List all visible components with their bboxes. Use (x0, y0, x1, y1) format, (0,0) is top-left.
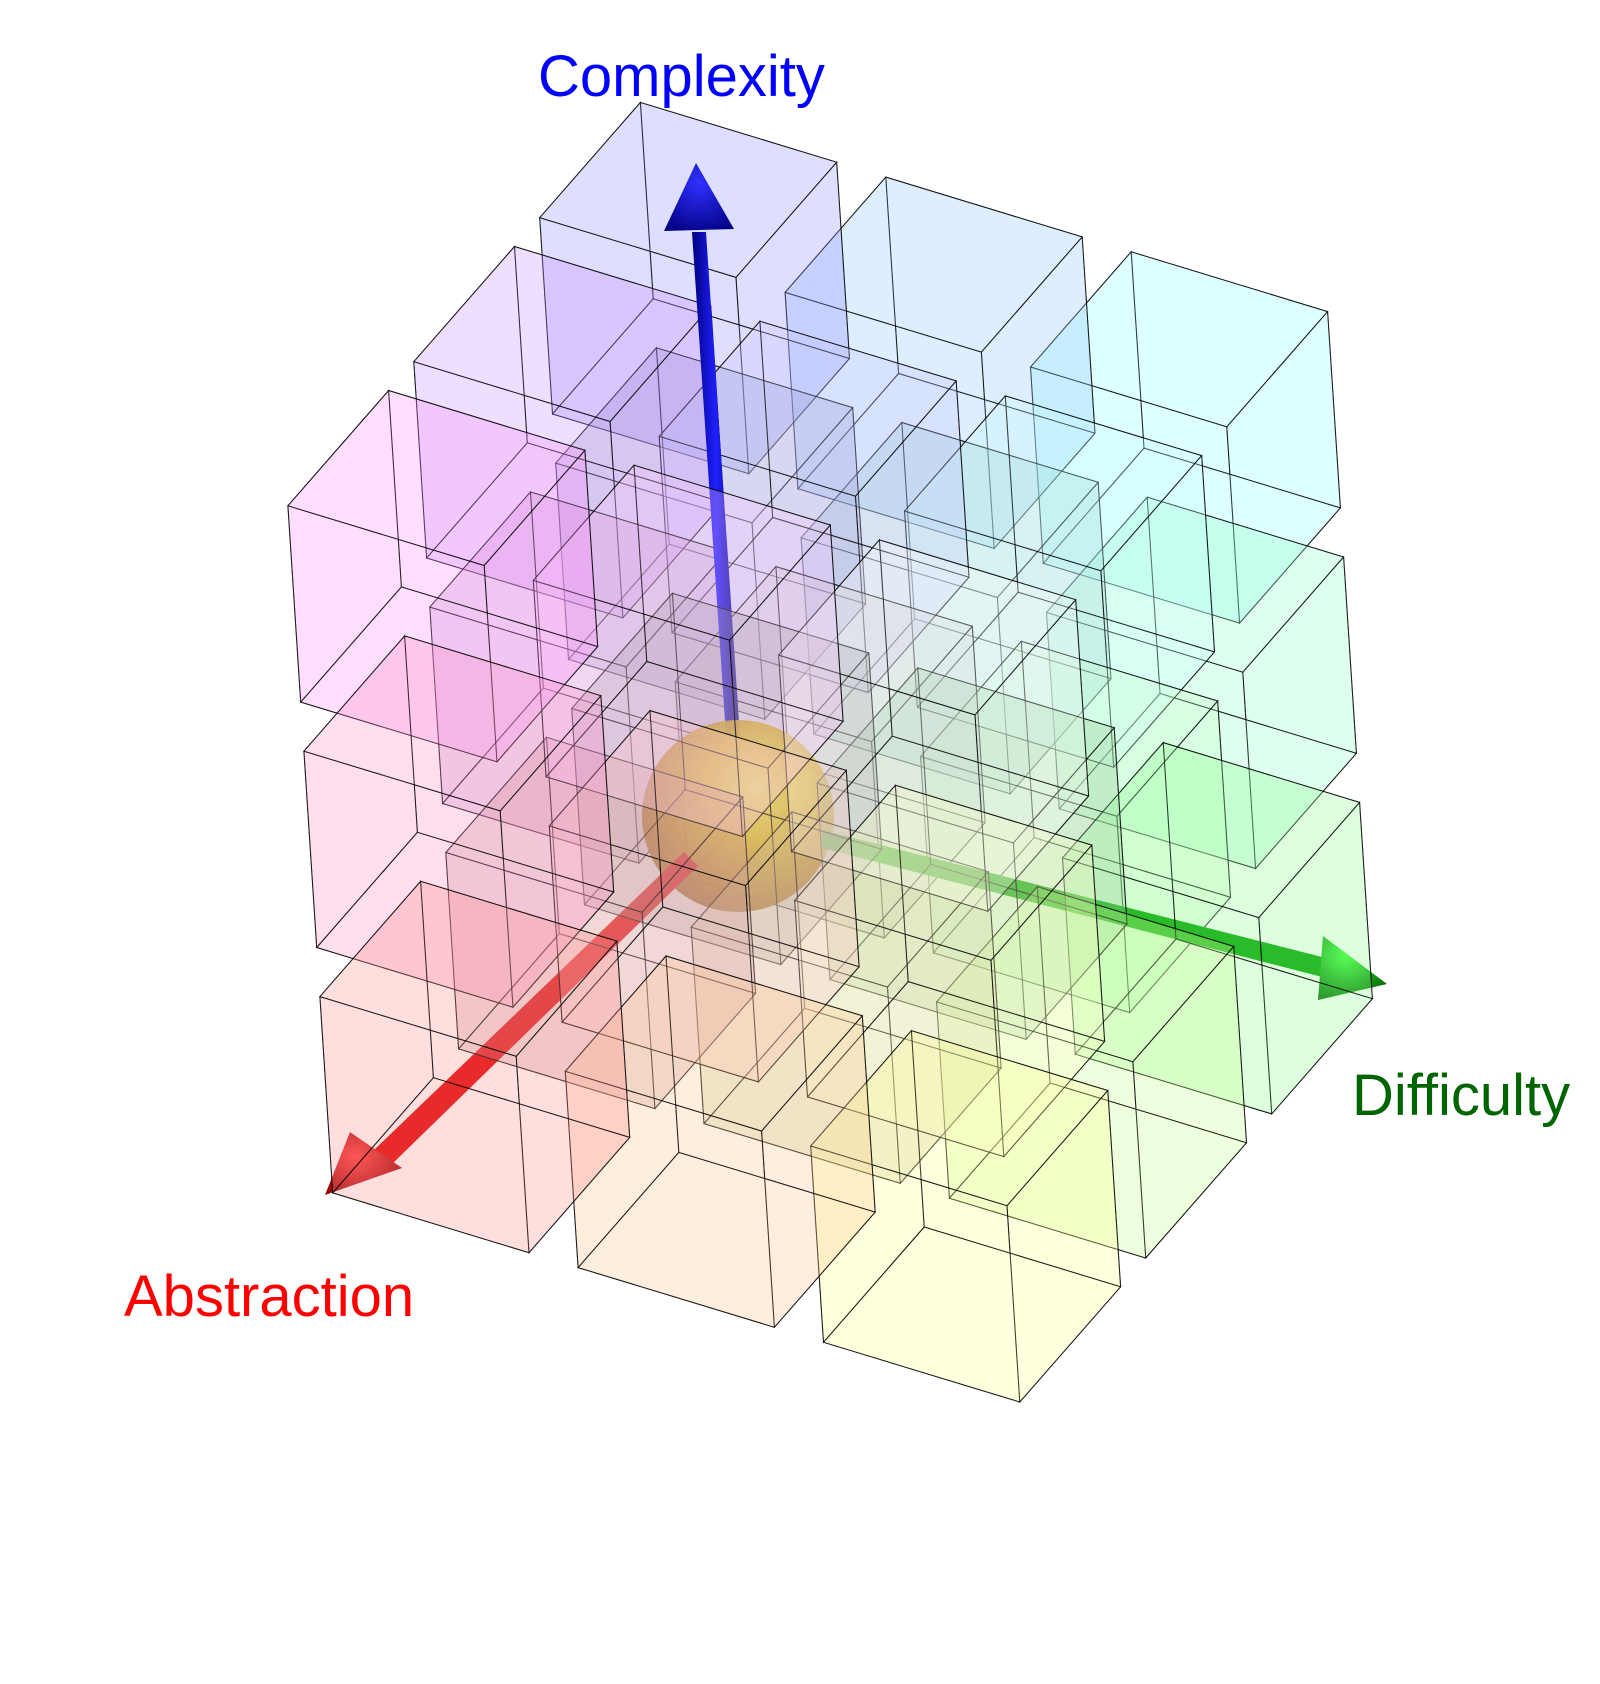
difficulty-axis-arrowhead (1318, 936, 1387, 1000)
cube (1045, 495, 1358, 870)
cube (800, 421, 1112, 796)
cube-face (658, 320, 958, 497)
cube (319, 880, 631, 1254)
cube-face (428, 491, 728, 668)
cube-face (790, 735, 1090, 912)
cube-face (813, 618, 1112, 795)
cube-face (777, 539, 1077, 716)
cube-face (674, 566, 974, 743)
cube (1029, 250, 1342, 625)
cube (903, 394, 1216, 769)
cube (809, 1029, 1122, 1404)
axes-group (325, 163, 1387, 1195)
cube-face (809, 1030, 1109, 1207)
cube (777, 538, 1090, 913)
cube-face (1074, 938, 1374, 1115)
cube-face (1042, 447, 1342, 624)
cube-face (797, 372, 1096, 549)
cube-face (935, 886, 1235, 1063)
cube (444, 736, 757, 1110)
cube (303, 634, 615, 1009)
cube-face (532, 464, 832, 641)
cube (532, 463, 844, 838)
cube-face (816, 667, 1116, 844)
cube (1061, 741, 1374, 1116)
cube-face (1029, 251, 1329, 428)
cube-face (793, 784, 1093, 961)
cube (428, 490, 741, 865)
complexity-axis-arrowhead (664, 163, 734, 231)
difficulty-axis-shaft (822, 830, 1326, 978)
cube (412, 245, 725, 620)
cube (690, 810, 1002, 1185)
cube-face (425, 442, 725, 619)
cube (287, 389, 599, 764)
cube-face (564, 955, 864, 1132)
cube-face (545, 660, 844, 838)
cube-face (457, 933, 757, 1110)
cube-face (671, 516, 970, 694)
cube-face (919, 640, 1219, 817)
abstraction-axis-label: Abstraction (124, 1264, 414, 1329)
difficulty-axis-label: Difficulty (1352, 1063, 1570, 1128)
cube-face (784, 176, 1084, 353)
cube (564, 954, 877, 1329)
cube-face (331, 1077, 631, 1254)
cube-face (916, 591, 1216, 768)
cube (548, 709, 860, 1084)
cube-face (1058, 692, 1358, 870)
cube-face (319, 880, 618, 1057)
cube-face (315, 831, 615, 1008)
cube-face (577, 1151, 877, 1328)
cube-grid (412, 101, 1358, 1014)
cube-face (1061, 742, 1361, 919)
cube-grid-front (287, 389, 1374, 1404)
cube-face (567, 543, 867, 720)
cube-face (800, 421, 1100, 599)
cube (935, 885, 1248, 1260)
cube-face (806, 981, 1106, 1158)
cube (816, 666, 1128, 1041)
cube (658, 319, 970, 694)
cube-face (948, 1082, 1248, 1259)
cube-face (690, 811, 990, 988)
cube-face (412, 245, 712, 423)
cube-face (703, 1007, 1002, 1184)
cube-face (548, 710, 848, 887)
cube-face (303, 635, 602, 812)
cube-face (903, 395, 1203, 572)
cube (793, 784, 1106, 1158)
cube-face (299, 586, 599, 763)
cube-face (561, 906, 860, 1083)
cube-face (287, 389, 586, 567)
cube-face (554, 347, 854, 524)
cube-face (1045, 496, 1345, 673)
cube-face (822, 1226, 1122, 1403)
cube-face (551, 298, 851, 475)
cube-face (829, 863, 1128, 1040)
complexity-axis-label: Complexity (538, 44, 825, 109)
abstraction-axis-shaft (374, 852, 698, 1164)
cube-face (444, 736, 744, 913)
